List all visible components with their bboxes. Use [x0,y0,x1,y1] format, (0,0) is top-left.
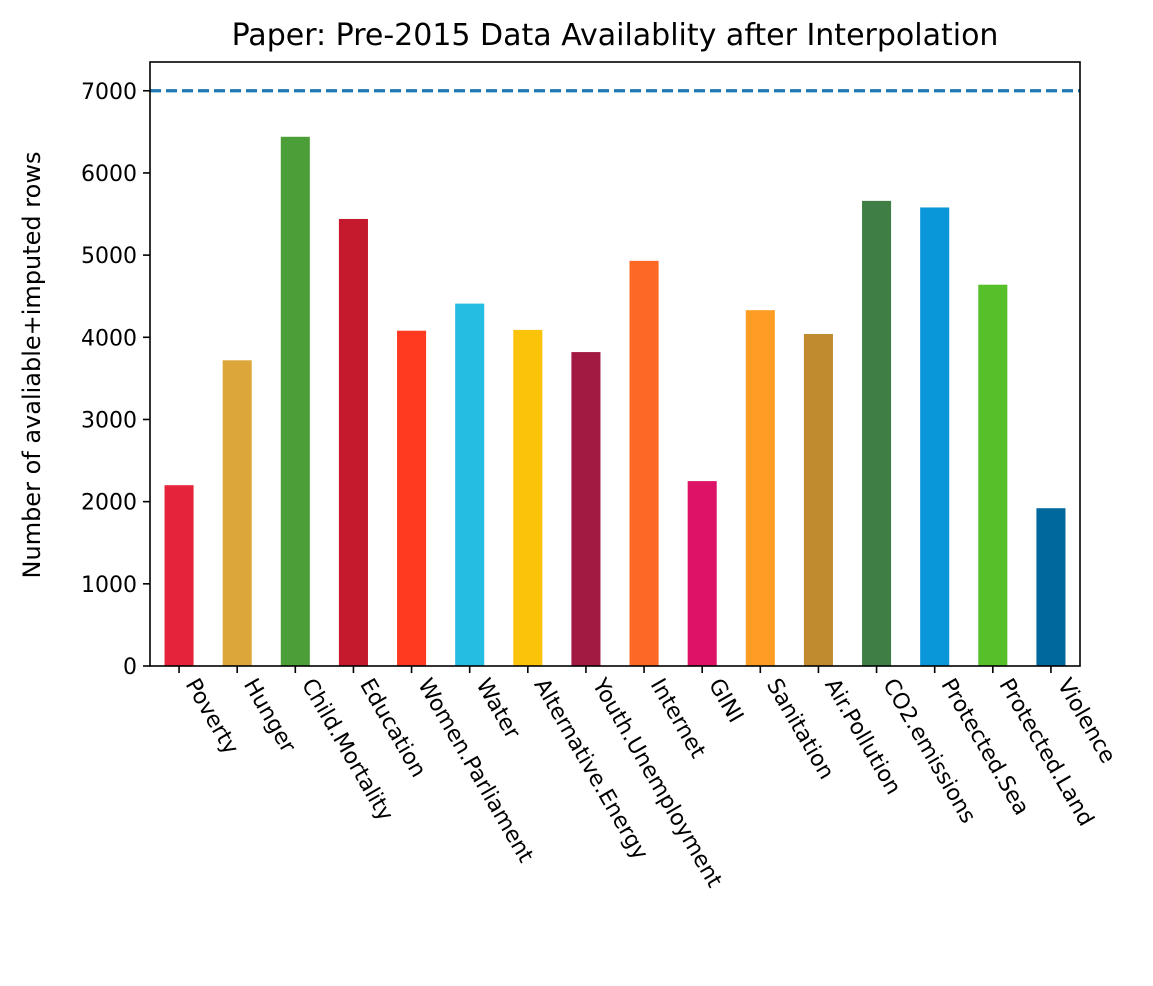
x-tick-label: Water [470,675,525,745]
bar-protected-sea [920,207,950,666]
bar-air-pollution [803,334,833,666]
x-tick-label: GINI [703,675,748,728]
plot-area: 0 1000 2000 3000 4000 5000 6000 7000 PovertyHung… [81,61,1120,892]
y-tick-label: 0 [123,655,137,680]
bar-youth-unemployment [571,352,601,666]
y-tick-label: 2000 [81,491,137,516]
x-tick-label: Alternative.Energy [529,675,653,865]
y-tick-label: 1000 [81,573,137,598]
bar-hunger [222,360,252,666]
bar-education [338,218,368,666]
chart-title: Paper: Pre-2015 Data Availablity after I… [232,18,999,53]
y-tick-label: 3000 [81,408,137,433]
plot-frame [149,61,1081,667]
bar-violence [1036,508,1066,666]
bar-poverty [164,485,194,666]
bar-sanitation [745,310,775,666]
y-tick-label: 5000 [81,244,137,269]
x-tick-label: Women.Parliament [412,675,538,868]
bar-co2-emissions [862,200,892,666]
bar-water [455,303,485,666]
x-tick-label: Poverty [180,675,243,760]
bar-alternative-energy [513,329,543,666]
bar-protected-land [978,284,1008,666]
bar-child-mortality [280,136,310,666]
y-tick-label: 6000 [81,162,137,187]
bar-internet [629,260,659,666]
bar-gini [687,481,717,666]
x-tick-label: Hunger [238,675,301,758]
y-tick-label: 4000 [81,326,137,351]
y-axis-label: Number of avaliable+imputed rows [18,152,46,579]
x-tick-label: Internet [645,675,711,763]
y-tick-label: 7000 [81,80,137,105]
bar-women-parliament [397,330,427,666]
